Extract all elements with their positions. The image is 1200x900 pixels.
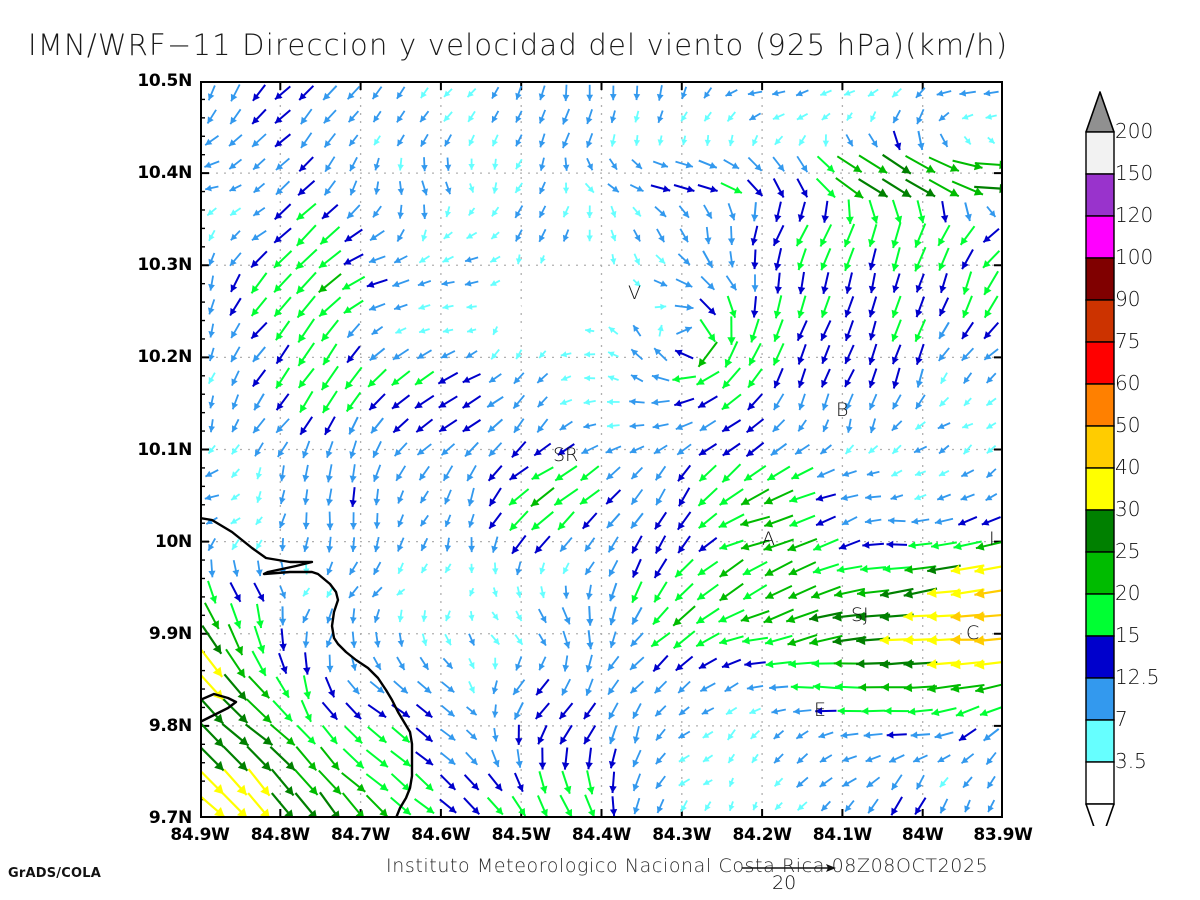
- reference-vector-label: 20: [772, 872, 797, 894]
- vector-field-canvas: [200, 81, 1003, 818]
- y-axis-label: 9.8N: [148, 715, 192, 736]
- y-axis-label: 10.5N: [137, 71, 192, 91]
- colorbar-tick-label: 120: [1115, 203, 1154, 227]
- colorbar-tick-label: 40: [1115, 455, 1141, 479]
- colorbar: 200 150 120 100 90 75 60 50 40 30 25 20 15 12.5 7 3.5: [1075, 86, 1200, 845]
- x-axis-label: 84.1W: [812, 825, 873, 845]
- x-axis-label: 84.7W: [330, 825, 391, 845]
- colorbar-tick-label: 150: [1115, 161, 1154, 185]
- wind-arrows: [200, 84, 1003, 818]
- y-axis-label: 10.1N: [137, 439, 192, 460]
- colorbar-tick-label: 200: [1115, 119, 1154, 143]
- page-title: IMN/WRF−11 Direccion y velocidad del vie…: [28, 28, 1009, 62]
- colorbar-tick-label: 20: [1115, 581, 1141, 605]
- x-axis-label: 83.9W: [973, 825, 1033, 845]
- x-axis-label: 84.6W: [411, 825, 471, 845]
- colorbar-tick-label: 50: [1115, 413, 1141, 437]
- colorbar-tick-label: 15: [1115, 623, 1141, 647]
- y-axis-label: 10.2N: [137, 347, 192, 368]
- colorbar-tick-label: 75: [1115, 329, 1141, 353]
- colorbar-tick-label: 12.5: [1115, 665, 1160, 689]
- y-axis-label: 9.9N: [148, 623, 192, 644]
- x-axis-label: 84.8W: [250, 825, 311, 845]
- colorbar-tick-label: 90: [1115, 287, 1141, 311]
- colorbar-tick-label: 100: [1115, 245, 1154, 269]
- y-axis-label: 10.4N: [137, 163, 192, 184]
- colorbar-swatches: [1085, 91, 1115, 845]
- x-axis-label: 84W: [901, 825, 944, 845]
- reference-vector-arrow: [742, 864, 836, 872]
- x-axis-label: 84.2W: [732, 825, 792, 845]
- footer-institute: Instituto Meteorologico Nacional Costa R…: [386, 855, 989, 877]
- y-axis-label: 10.3N: [137, 255, 192, 276]
- colorbar-tick-label: 7: [1115, 707, 1128, 731]
- colorbar-tick-label: 60: [1115, 371, 1141, 395]
- x-axis-label: 84.3W: [652, 825, 712, 845]
- grads-credit: GrADS/COLA: [8, 866, 101, 881]
- colorbar-tick-label: 30: [1115, 497, 1141, 521]
- y-axis-label: 10N: [155, 531, 192, 552]
- y-axis-label: 9.7N: [148, 808, 192, 828]
- x-axis-label: 84.9W: [170, 825, 230, 845]
- x-axis-label: 84.4W: [571, 825, 632, 845]
- x-axis-label: 84.5W: [491, 825, 552, 845]
- colorbar-tick-label: 3.5: [1115, 749, 1147, 773]
- wind-vector-plot: [200, 81, 1003, 818]
- colorbar-tick-label: 25: [1115, 539, 1141, 563]
